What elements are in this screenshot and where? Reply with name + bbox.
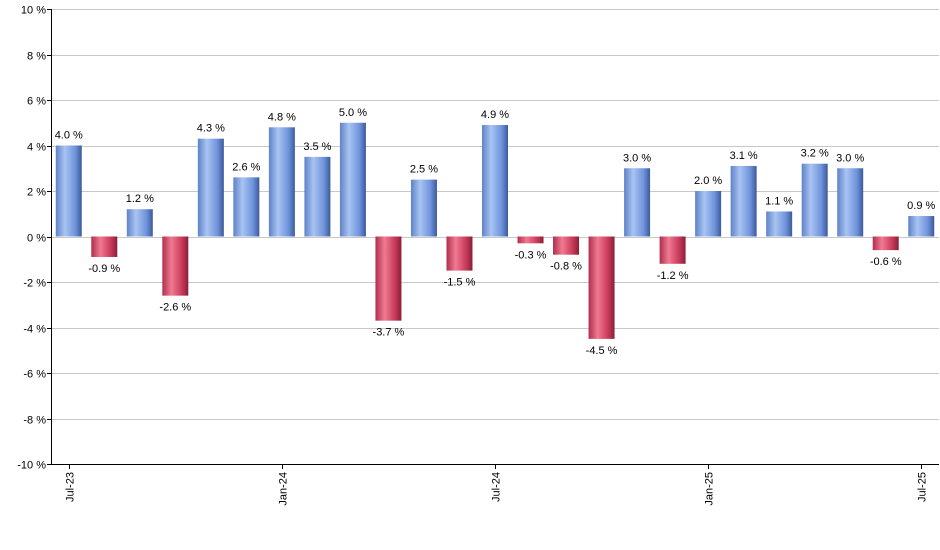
bar-jan-24: [268, 127, 295, 237]
data-label-apr-24: -3.7 %: [373, 327, 405, 339]
data-label-apr-25: 3.2 %: [801, 148, 829, 160]
bar-aug-23: [91, 236, 118, 257]
bar-mar-24: [339, 122, 366, 237]
bar-jun-24: [446, 236, 473, 271]
y-tick-label: -4 %: [23, 324, 46, 336]
y-tick-label: 10 %: [21, 5, 46, 17]
bar-jul-25: [908, 216, 935, 237]
data-labels: 4.0 % -0.9 % 1.2 % -2.6 % 4.3 % 2.6 % 4.8 % 3.5…: [55, 107, 936, 357]
x-tick-label: Jan-25: [704, 472, 716, 506]
bar-mar-25: [766, 211, 793, 237]
data-label-jun-25: -0.6 %: [870, 256, 902, 268]
data-label-oct-23: -2.6 %: [159, 302, 191, 314]
bar-apr-24: [375, 236, 402, 321]
y-tick-label: 4 %: [27, 142, 46, 154]
bar-dec-23: [233, 177, 260, 237]
bar-may-25: [837, 168, 864, 237]
bar-sep-23: [126, 209, 153, 237]
data-label-feb-25: 3.1 %: [730, 150, 758, 162]
y-tick-label: -8 %: [23, 415, 46, 427]
data-label-may-24: 2.5 %: [410, 164, 438, 176]
data-label-jul-24: 4.9 %: [481, 109, 509, 121]
data-label-mar-24: 5.0 %: [339, 107, 367, 119]
data-label-sep-23: 1.2 %: [126, 193, 154, 205]
y-tick-label: 0 %: [27, 233, 46, 245]
data-label-sep-24: -0.8 %: [550, 261, 582, 273]
data-label-nov-23: 4.3 %: [197, 123, 225, 135]
y-axis: 10 % 8 % 6 % 4 % 2 % 0 % -2 % -4 % -6 % -8 % -10 %: [17, 5, 52, 472]
bar-feb-25: [730, 165, 757, 237]
bar-oct-23: [162, 236, 189, 296]
bar-nov-23: [197, 138, 224, 237]
data-label-dec-23: 2.6 %: [232, 161, 260, 173]
y-tick-label: 8 %: [27, 51, 46, 63]
data-label-jan-25: 2.0 %: [694, 175, 722, 187]
data-label-jul-23: 4.0 %: [55, 130, 83, 142]
bar-nov-24: [624, 168, 651, 237]
bar-jul-24: [482, 125, 508, 237]
data-label-jul-25: 0.9 %: [907, 200, 935, 212]
data-label-oct-24: -4.5 %: [586, 345, 618, 357]
x-tick-label: Jan-24: [278, 472, 290, 506]
bar-jul-23: [55, 145, 82, 237]
y-tick-label: -2 %: [23, 278, 46, 290]
bar-jun-25: [872, 236, 899, 251]
bar-jan-25: [695, 191, 722, 237]
x-tick-label: Jul-25: [917, 472, 929, 502]
y-tick-label: 6 %: [27, 96, 46, 108]
bar-dec-24: [659, 236, 686, 264]
x-tick-label: Jul-24: [491, 472, 503, 502]
bar-sep-24: [553, 236, 580, 255]
bar-apr-25: [801, 163, 828, 237]
bar-oct-24: [588, 236, 615, 339]
bar-may-24: [410, 179, 437, 237]
data-label-mar-25: 1.1 %: [765, 195, 793, 207]
data-label-jan-24: 4.8 %: [268, 111, 296, 123]
y-tick-label: -6 %: [23, 369, 46, 381]
data-label-dec-24: -1.2 %: [657, 270, 689, 282]
data-label-aug-23: -0.9 %: [88, 263, 120, 275]
y-tick-label: -10 %: [17, 460, 46, 472]
bars: [55, 122, 935, 339]
data-label-feb-24: 3.5 %: [303, 141, 331, 153]
bar-aug-24: [517, 236, 544, 244]
data-label-nov-24: 3.0 %: [623, 152, 651, 164]
x-tick-label: Jul-23: [65, 472, 77, 502]
data-label-jun-24: -1.5 %: [444, 277, 476, 289]
y-tick-label: 2 %: [27, 187, 46, 199]
data-label-may-25: 3.0 %: [836, 152, 864, 164]
x-axis: Jul-23 Jan-24 Jul-24 Jan-25 Jul-25: [51, 464, 939, 506]
data-label-aug-24: -0.3 %: [515, 249, 547, 261]
bar-feb-24: [304, 156, 331, 237]
